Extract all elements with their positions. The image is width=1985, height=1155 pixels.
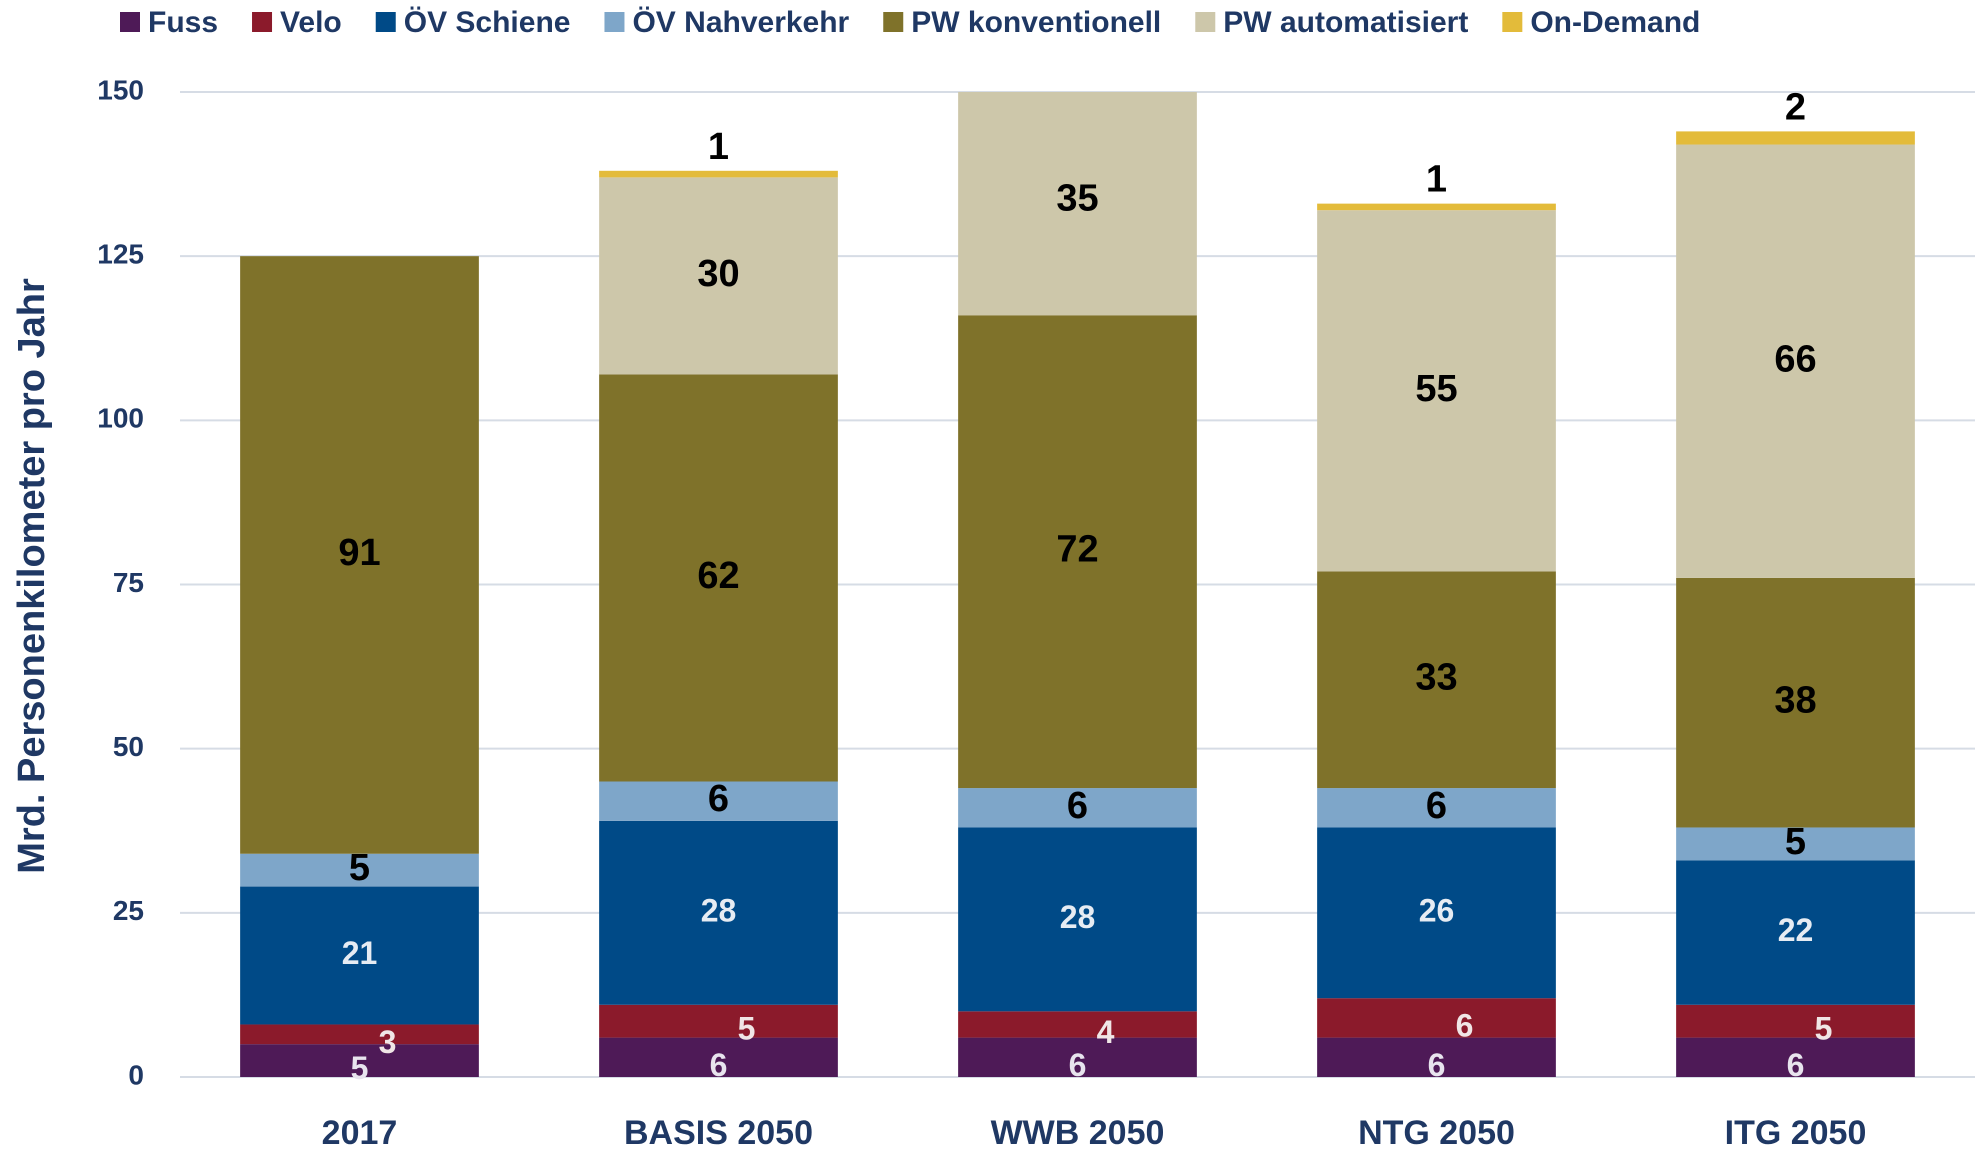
plot-area	[240, 92, 1915, 1077]
data-label: 28	[701, 892, 737, 928]
data-label: 5	[351, 1050, 369, 1086]
data-label: 6	[1069, 1047, 1087, 1083]
data-label: 3	[379, 1024, 397, 1060]
data-label: 1	[1426, 159, 1447, 201]
bar-segment	[1317, 203, 1556, 211]
legend-swatch	[252, 12, 273, 32]
data-label: 2	[1785, 86, 1806, 128]
data-label: 66	[1774, 338, 1816, 380]
bar-segment	[1676, 1004, 1915, 1038]
data-label: 1	[708, 126, 729, 168]
bar-segment	[1317, 571, 1556, 789]
data-label: 6	[1428, 1047, 1446, 1083]
legend-label: ÖV Schiene	[404, 6, 571, 39]
bar-segment	[958, 827, 1197, 1012]
bar-segment	[240, 853, 479, 887]
legend-swatch	[120, 12, 140, 32]
legend-swatch	[1195, 12, 1216, 32]
bar-segment	[958, 315, 1197, 789]
bar-segment	[240, 886, 479, 1025]
legend-swatch	[883, 12, 904, 32]
x-tick-label: WWB 2050	[991, 1114, 1165, 1152]
bar-segment	[599, 1037, 838, 1077]
bar-segment	[1676, 577, 1915, 828]
data-label: 4	[1097, 1014, 1115, 1050]
y-axis-title: Mrd. Personenkilometer pro Jahr	[11, 278, 53, 874]
x-tick-label: ITG 2050	[1725, 1114, 1867, 1152]
y-tick-label: 150	[97, 74, 144, 105]
bar-segment	[599, 1004, 838, 1038]
y-tick-label: 100	[97, 403, 144, 434]
x-tick-label: NTG 2050	[1358, 1114, 1515, 1152]
data-label: 22	[1778, 912, 1814, 948]
bar-segment	[958, 92, 1197, 316]
bar-segment	[240, 1024, 479, 1045]
data-label: 30	[697, 253, 739, 295]
data-label: 5	[1785, 821, 1806, 863]
bar-segment	[958, 1011, 1197, 1038]
data-label: 5	[1815, 1011, 1833, 1047]
legend-label: PW automatisiert	[1223, 6, 1468, 39]
bar-segment	[1317, 210, 1556, 572]
bar-segment	[1676, 860, 1915, 1005]
legend-swatch	[604, 12, 625, 32]
bar-segment	[599, 374, 838, 782]
data-label: 6	[708, 778, 729, 820]
data-label: 28	[1060, 899, 1096, 935]
bar-segment	[1317, 827, 1556, 999]
y-tick-label: 125	[97, 239, 144, 270]
bar-segment	[240, 256, 479, 854]
data-label: 26	[1419, 892, 1455, 928]
data-label: 72	[1056, 529, 1098, 571]
bar-segment	[1676, 1037, 1915, 1077]
data-label: 62	[697, 555, 739, 597]
data-label: 5	[349, 847, 370, 889]
data-label: 6	[1426, 785, 1447, 827]
bar-segment	[599, 820, 838, 1005]
bar-segment	[1317, 998, 1556, 1038]
bar-segment	[1317, 1037, 1556, 1077]
legend-swatch	[1502, 12, 1523, 32]
legend-swatch	[375, 12, 396, 32]
data-label: 6	[1787, 1047, 1805, 1083]
legend-label: PW konventionell	[911, 6, 1161, 39]
bar-segment	[1676, 131, 1915, 145]
data-labels: 5321591652866230164286723566266335516522…	[338, 86, 1832, 1086]
bar-segment	[958, 1037, 1197, 1077]
bar-segment	[1676, 144, 1915, 578]
legend-label: On-Demand	[1530, 6, 1700, 39]
bar-segment	[599, 781, 838, 821]
data-label: 38	[1774, 680, 1816, 722]
bar-segment	[599, 170, 838, 178]
legend-label: Fuss	[148, 6, 218, 39]
x-tick-label: 2017	[322, 1114, 398, 1152]
y-tick-label: 0	[128, 1059, 144, 1090]
data-label: 6	[1067, 785, 1088, 827]
legend-label: Velo	[280, 6, 342, 39]
data-label: 21	[342, 935, 378, 971]
y-tick-label: 50	[113, 731, 144, 762]
y-tick-label: 25	[113, 895, 144, 926]
y-tick-label: 75	[113, 567, 144, 598]
legend-label: ÖV Nahverkehr	[632, 6, 849, 39]
data-label: 91	[338, 532, 380, 574]
data-label: 35	[1056, 177, 1098, 219]
data-label: 33	[1415, 657, 1457, 699]
bar-segment	[958, 788, 1197, 828]
x-tick-label: BASIS 2050	[624, 1114, 813, 1152]
data-label: 6	[710, 1047, 728, 1083]
data-label: 55	[1415, 368, 1457, 410]
data-label: 5	[738, 1011, 756, 1047]
bar-segment	[599, 177, 838, 375]
bar-segment	[240, 1044, 479, 1077]
bar-segment	[1676, 827, 1915, 861]
data-label: 6	[1456, 1007, 1474, 1043]
bar-segment	[1317, 788, 1556, 828]
